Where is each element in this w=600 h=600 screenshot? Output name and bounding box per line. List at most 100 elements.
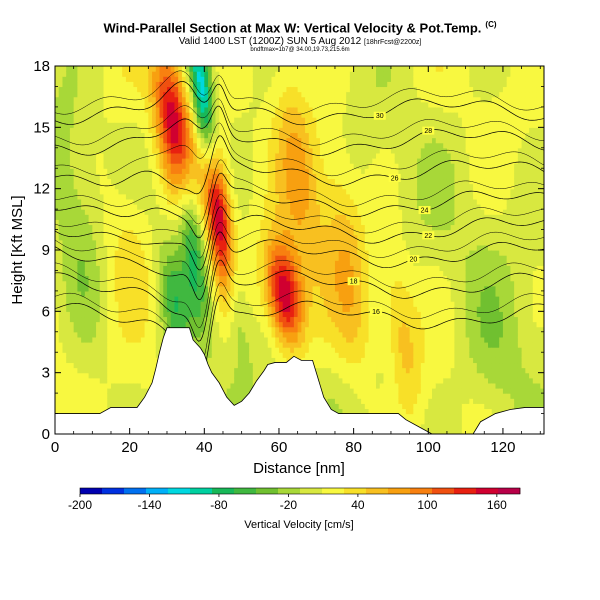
velocity-cell: [92, 152, 97, 159]
velocity-cell: [208, 142, 213, 149]
velocity-cell: [152, 285, 157, 292]
velocity-cell: [278, 347, 284, 353]
velocity-cell: [178, 163, 183, 169]
velocity-cell: [73, 311, 78, 318]
velocity-cell: [58, 306, 64, 312]
velocity-cell: [77, 352, 82, 358]
velocity-cell: [282, 234, 288, 241]
velocity-cell: [204, 255, 209, 261]
velocity-cell: [55, 352, 60, 358]
velocity-cell: [92, 66, 97, 72]
velocity-cell: [286, 117, 291, 123]
velocity-cell: [178, 285, 183, 292]
velocity-cell: [73, 260, 78, 266]
velocity-cell: [103, 198, 108, 205]
velocity-cell: [264, 290, 269, 297]
velocity-cell: [96, 260, 101, 266]
velocity-cell: [249, 91, 254, 98]
velocity-cell: [88, 204, 93, 210]
velocity-cell: [305, 101, 310, 108]
velocity-cell: [286, 204, 291, 210]
velocity-cell: [215, 331, 220, 338]
velocity-cell: [241, 127, 246, 134]
velocity-cell: [226, 388, 232, 394]
velocity-cell: [66, 91, 71, 98]
velocity-cell: [118, 377, 123, 384]
velocity-cell: [148, 147, 153, 154]
velocity-cell: [245, 290, 250, 297]
velocity-cell: [88, 265, 93, 272]
velocity-cell: [103, 152, 108, 159]
velocity-cell: [260, 255, 265, 261]
velocity-cell: [107, 117, 112, 123]
velocity-cell: [230, 163, 235, 169]
velocity-cell: [215, 152, 220, 159]
velocity-cell: [118, 173, 123, 180]
velocity-cell: [133, 122, 138, 128]
velocity-cell: [312, 352, 317, 358]
velocity-cell: [140, 377, 146, 384]
velocity-cell: [155, 76, 161, 82]
velocity-cell: [189, 183, 194, 190]
velocity-cell: [252, 260, 258, 266]
velocity-cell: [301, 101, 306, 108]
velocity-cell: [264, 244, 269, 251]
velocity-cell: [99, 96, 105, 103]
velocity-cell: [196, 239, 202, 246]
velocity-cell: [305, 275, 310, 282]
velocity-cell: [196, 122, 202, 128]
velocity-cell: [204, 336, 209, 343]
velocity-cell: [118, 198, 123, 205]
velocity-cell: [137, 91, 142, 98]
velocity-cell: [122, 301, 127, 307]
velocity-cell: [118, 188, 123, 195]
velocity-cell: [77, 209, 82, 215]
velocity-cell: [110, 275, 116, 282]
velocity-cell: [308, 117, 314, 123]
velocity-cell: [66, 229, 71, 236]
velocity-cell: [103, 244, 108, 251]
velocity-cell: [92, 403, 97, 410]
velocity-cell: [133, 234, 138, 241]
velocity-cell: [245, 91, 250, 98]
velocity-cell: [174, 76, 179, 82]
velocity-cell: [245, 178, 250, 185]
velocity-cell: [103, 106, 108, 113]
velocity-cell: [77, 168, 82, 174]
velocity-cell: [237, 178, 243, 185]
velocity-cell: [62, 219, 67, 226]
velocity-cell: [293, 91, 299, 98]
velocity-cell: [159, 239, 164, 246]
velocity-cell: [99, 296, 105, 302]
velocity-cell: [278, 250, 284, 256]
velocity-cell: [152, 336, 157, 343]
velocity-cell: [88, 142, 93, 149]
velocity-cell: [215, 127, 220, 134]
velocity-cell: [137, 137, 142, 144]
velocity-cell: [62, 388, 67, 394]
velocity-cell: [286, 244, 291, 251]
velocity-cell: [99, 183, 105, 190]
velocity-cell: [110, 336, 116, 343]
velocity-cell: [62, 132, 67, 139]
velocity-cell: [152, 152, 157, 159]
velocity-cell: [308, 132, 314, 139]
velocity-cell: [278, 219, 284, 226]
velocity-cell: [110, 112, 116, 118]
velocity-cell: [170, 152, 176, 159]
velocity-cell: [125, 106, 131, 113]
velocity-cell: [96, 127, 101, 134]
velocity-cell: [241, 265, 246, 272]
velocity-cell: [208, 342, 213, 348]
velocity-cell: [58, 219, 64, 226]
velocity-cell: [122, 198, 127, 205]
velocity-cell: [178, 209, 183, 215]
velocity-cell: [275, 173, 280, 180]
velocity-cell: [103, 193, 108, 200]
velocity-cell: [55, 408, 60, 415]
velocity-cell: [196, 183, 202, 190]
velocity-cell: [234, 152, 239, 159]
velocity-cell: [264, 255, 269, 261]
velocity-cell: [282, 255, 288, 261]
velocity-cell: [249, 377, 254, 384]
